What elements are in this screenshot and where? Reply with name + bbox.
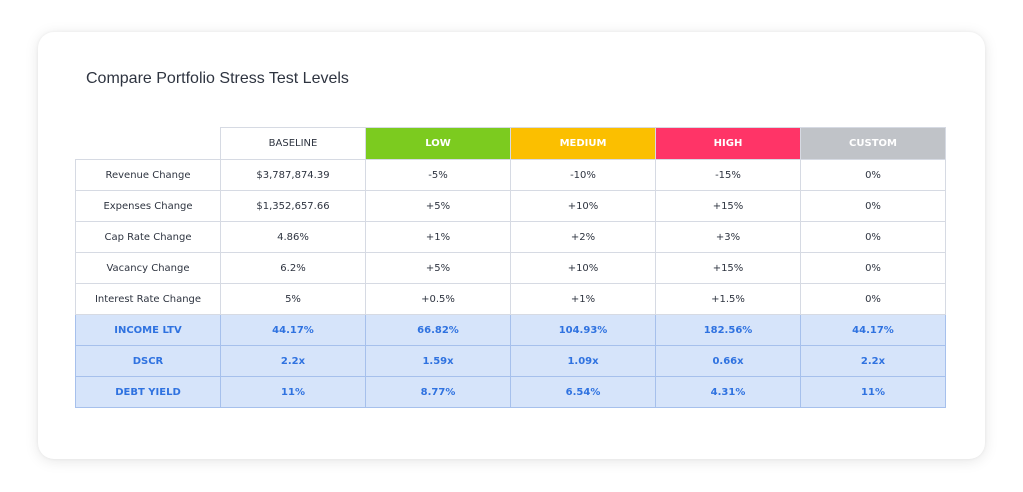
stress-test-card: Compare Portfolio Stress Test Levels BAS… — [38, 32, 985, 459]
metric-value: 8.77% — [365, 376, 511, 408]
metric-row-income-ltv: INCOME LTV 44.17% 66.82% 104.93% 182.56%… — [75, 314, 946, 346]
column-header-baseline: BASELINE — [220, 127, 366, 160]
table-row: Interest Rate Change 5% +0.5% +1% +1.5% … — [75, 283, 946, 315]
metric-value: 44.17% — [220, 314, 366, 346]
metric-label: DSCR — [75, 345, 221, 377]
stress-test-table: BASELINE LOW MEDIUM HIGH CUSTOM Revenue … — [75, 127, 946, 408]
row-label: Revenue Change — [75, 159, 221, 191]
table-cell: 5% — [220, 283, 366, 315]
table-cell: 4.86% — [220, 221, 366, 253]
table-cell: -15% — [655, 159, 801, 191]
table-row: Revenue Change $3,787,874.39 -5% -10% -1… — [75, 159, 946, 191]
table-cell: 0% — [800, 252, 946, 284]
metric-value: 11% — [220, 376, 366, 408]
table-cell: +10% — [510, 252, 656, 284]
header-row: BASELINE LOW MEDIUM HIGH CUSTOM — [75, 127, 946, 160]
column-header-custom: CUSTOM — [800, 127, 946, 160]
metric-value: 0.66x — [655, 345, 801, 377]
table-cell: $3,787,874.39 — [220, 159, 366, 191]
table-cell: +5% — [365, 190, 511, 222]
metric-value: 4.31% — [655, 376, 801, 408]
table-cell: 0% — [800, 190, 946, 222]
metric-value: 11% — [800, 376, 946, 408]
table-cell: +3% — [655, 221, 801, 253]
table-cell: +5% — [365, 252, 511, 284]
row-label: Expenses Change — [75, 190, 221, 222]
page-title: Compare Portfolio Stress Test Levels — [86, 70, 349, 87]
table-cell: +10% — [510, 190, 656, 222]
row-label: Vacancy Change — [75, 252, 221, 284]
table-cell: +0.5% — [365, 283, 511, 315]
metric-value: 44.17% — [800, 314, 946, 346]
table-cell: +2% — [510, 221, 656, 253]
table-cell: +1.5% — [655, 283, 801, 315]
metric-value: 6.54% — [510, 376, 656, 408]
metric-value: 182.56% — [655, 314, 801, 346]
metric-value: 66.82% — [365, 314, 511, 346]
table-cell: +1% — [510, 283, 656, 315]
metric-label: INCOME LTV — [75, 314, 221, 346]
table-cell: 0% — [800, 283, 946, 315]
column-header-medium: MEDIUM — [510, 127, 656, 160]
table-cell: -10% — [510, 159, 656, 191]
table-cell: +15% — [655, 252, 801, 284]
table-cell: $1,352,657.66 — [220, 190, 366, 222]
row-label: Interest Rate Change — [75, 283, 221, 315]
table-row: Cap Rate Change 4.86% +1% +2% +3% 0% — [75, 221, 946, 253]
corner-cell — [75, 127, 221, 160]
table-row: Vacancy Change 6.2% +5% +10% +15% 0% — [75, 252, 946, 284]
table-cell: 6.2% — [220, 252, 366, 284]
metric-value: 2.2x — [800, 345, 946, 377]
metric-value: 1.09x — [510, 345, 656, 377]
metric-label: DEBT YIELD — [75, 376, 221, 408]
table-cell: 0% — [800, 159, 946, 191]
row-label: Cap Rate Change — [75, 221, 221, 253]
table-row: Expenses Change $1,352,657.66 +5% +10% +… — [75, 190, 946, 222]
metric-row-dscr: DSCR 2.2x 1.59x 1.09x 0.66x 2.2x — [75, 345, 946, 377]
metric-value: 2.2x — [220, 345, 366, 377]
table-cell: +15% — [655, 190, 801, 222]
metric-value: 104.93% — [510, 314, 656, 346]
table-cell: +1% — [365, 221, 511, 253]
metric-value: 1.59x — [365, 345, 511, 377]
metric-row-debt-yield: DEBT YIELD 11% 8.77% 6.54% 4.31% 11% — [75, 376, 946, 408]
column-header-high: HIGH — [655, 127, 801, 160]
column-header-low: LOW — [365, 127, 511, 160]
table-cell: -5% — [365, 159, 511, 191]
table-cell: 0% — [800, 221, 946, 253]
